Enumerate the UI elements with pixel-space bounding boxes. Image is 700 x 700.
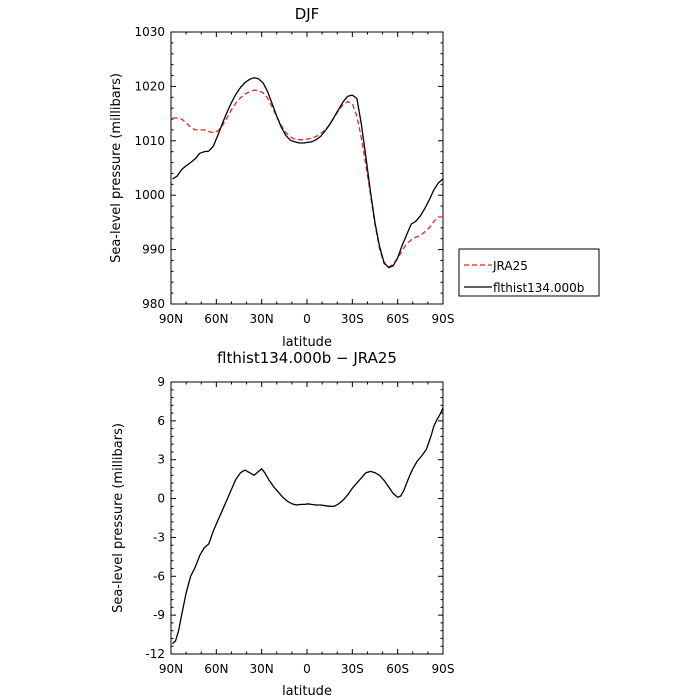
x-tick-label: 90S: [432, 662, 455, 676]
chart-title: DJF: [295, 5, 320, 23]
x-tick-label: 30N: [250, 662, 274, 676]
y-tick-label: -9: [153, 608, 165, 622]
y-tick-label: 6: [157, 414, 165, 428]
plot-frame: [170, 31, 444, 305]
y-tick-label: 1000: [134, 188, 165, 202]
y-tick-label: 0: [157, 492, 165, 506]
x-tick-label: 60N: [204, 662, 228, 676]
x-tick-label: 0: [303, 312, 311, 326]
y-tick-label: 1010: [134, 134, 165, 148]
legend-label-flthist: flthist134.000b: [493, 281, 584, 295]
series-layer: [172, 77, 444, 269]
y-tick-label: -3: [153, 530, 165, 544]
y-tick-label: 3: [157, 453, 165, 467]
legend-label-jra25: JRA25: [492, 259, 528, 273]
x-axis: 90N 60N 30N 0 30S 60S 90S: [159, 32, 455, 326]
series-line-flthist134-000b: [172, 77, 444, 269]
x-tick-label: 60S: [386, 312, 409, 326]
y-tick-label: 1020: [134, 79, 165, 93]
y-tick-label: 980: [142, 297, 165, 311]
difference-panel: flthist134.000b − JRA25 -12 -9 -6 -3 0 3 6 9 90…: [111, 349, 454, 699]
x-axis-label: latitude: [282, 684, 332, 699]
x-tick-label: 90S: [432, 312, 455, 326]
y-axis-label: Sea-level pressure (millibars): [109, 73, 124, 263]
y-tick-label: 9: [157, 375, 165, 389]
y-tick-label: 1030: [134, 25, 165, 39]
series-layer: [172, 407, 444, 645]
y-tick-label: -6: [153, 569, 165, 583]
x-axis-label: latitude: [282, 335, 332, 350]
x-tick-label: 90N: [159, 312, 183, 326]
y-axis: 980 990 1000 1010 1020 1030: [134, 25, 443, 311]
x-tick-label: 30N: [250, 312, 274, 326]
series-line-difference: [172, 407, 444, 645]
series-line-jra25: [172, 89, 443, 268]
x-axis: 90N 60N 30N 0 30S 60S 90S: [159, 382, 455, 676]
y-tick-label: 990: [142, 243, 165, 257]
y-axis-label: Sea-level pressure (millibars): [111, 423, 126, 613]
legend-box: [458, 248, 600, 297]
x-tick-label: 30S: [341, 312, 364, 326]
x-tick-label: 60N: [204, 312, 228, 326]
x-tick-label: 30S: [341, 662, 364, 676]
y-axis: -12 -9 -6 -3 0 3 6 9: [145, 375, 443, 661]
y-tick-label: -12: [145, 647, 165, 661]
legend: JRA25 flthist134.000b: [458, 248, 600, 297]
chart-title: flthist134.000b − JRA25: [217, 349, 397, 367]
x-tick-label: 60S: [386, 662, 409, 676]
x-tick-label: 90N: [159, 662, 183, 676]
x-tick-label: 0: [303, 662, 311, 676]
plot-frame: [170, 381, 444, 655]
slp-panel: DJF 980 990 1000 1010 1020 1030 90N 60N 30N 0 30S…: [109, 5, 454, 350]
